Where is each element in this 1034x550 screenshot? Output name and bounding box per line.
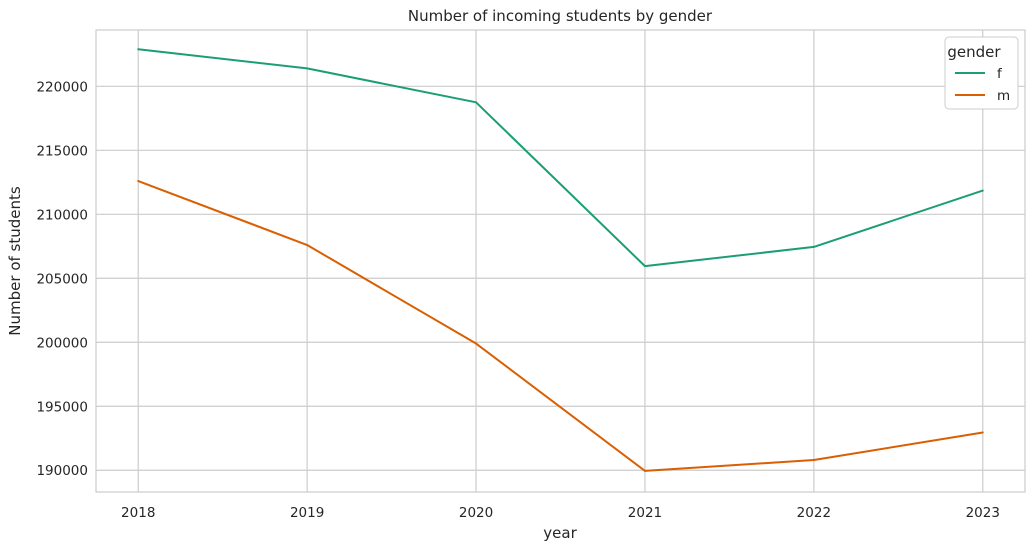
- x-tick-label: 2023: [966, 505, 1000, 521]
- legend: gender fm: [944, 36, 1019, 110]
- y-tick-label: 220000: [36, 79, 88, 95]
- series-layer: [137, 48, 984, 472]
- data-point-f: [643, 265, 646, 268]
- data-point-m: [306, 244, 309, 247]
- data-point-m: [475, 342, 478, 345]
- plot-frame: [95, 29, 1026, 493]
- y-axis-label: Number of students: [6, 186, 24, 336]
- x-tick-label: 2021: [628, 505, 662, 521]
- data-point-f: [475, 101, 478, 104]
- chart-title: Number of incoming students by gender: [408, 7, 713, 25]
- x-tick-label: 2022: [797, 505, 831, 521]
- x-axis-label: year: [543, 524, 577, 542]
- series-line-m: [137, 180, 983, 472]
- data-point-f: [981, 189, 984, 192]
- data-point-f: [306, 67, 309, 70]
- y-tick-label: 205000: [36, 271, 88, 287]
- data-point-m: [812, 459, 815, 462]
- y-tick-label: 195000: [36, 399, 88, 415]
- y-tick-label: 210000: [36, 207, 88, 223]
- legend-label-m: m: [997, 88, 1010, 104]
- data-point-m: [137, 180, 140, 183]
- series-line-f: [138, 48, 984, 268]
- y-tick-label: 190000: [36, 463, 88, 479]
- data-point-f: [812, 245, 815, 248]
- x-tick-label: 2018: [121, 505, 155, 521]
- data-point-f: [137, 48, 140, 51]
- legend-title: gender: [947, 43, 1001, 61]
- legend-label-f: f: [997, 66, 1003, 82]
- data-point-m: [643, 469, 646, 472]
- y-tick-label: 215000: [36, 143, 88, 159]
- data-point-m: [981, 431, 984, 434]
- grid: [96, 30, 1025, 492]
- x-tick-label: 2019: [290, 505, 324, 521]
- y-tick-label: 200000: [36, 335, 88, 351]
- x-tick-label: 2020: [459, 505, 493, 521]
- tick-labels: 2018 2019 2020 2021 2022 2023 190000 195000 2000…: [36, 79, 999, 521]
